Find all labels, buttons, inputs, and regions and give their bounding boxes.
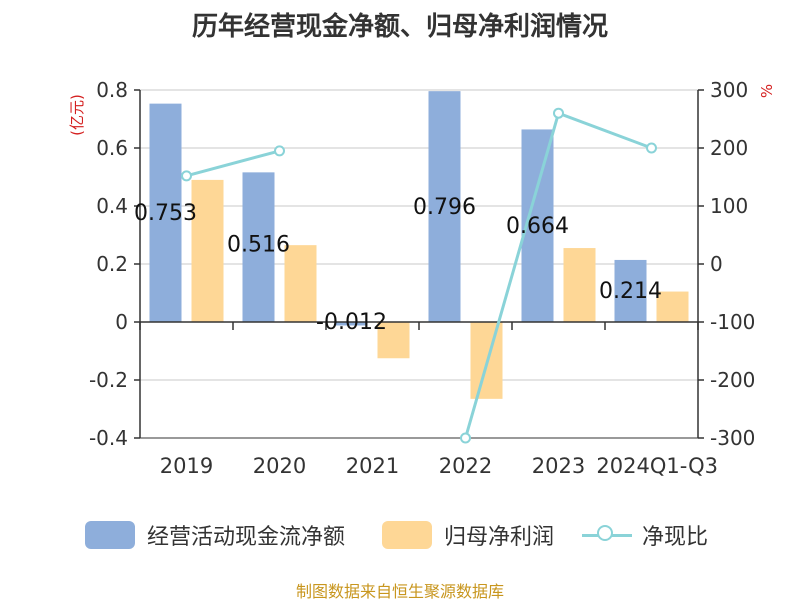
bar-ocf [614, 259, 647, 322]
ratio-point [181, 170, 192, 182]
y-right-tick-label: 0 [710, 252, 723, 276]
ratio-line [186, 149, 280, 178]
y-right-tick-label: 100 [710, 194, 748, 218]
x-tick-label: 2019 [160, 454, 213, 478]
ratio-point [553, 107, 564, 119]
legend-label-profit: 归母净利润 [444, 525, 555, 550]
y-left-tick-label: -0.4 [89, 426, 128, 450]
legend-label-ocf: 经营活动现金流净额 [147, 525, 346, 550]
x-tick-label: 2022 [439, 454, 492, 478]
data-labels: 0.753 0.516 -0.012 0.796 0.664 0.214 [134, 195, 662, 335]
bar-ocf [149, 103, 182, 322]
source-note: 制图数据来自恒生聚源数据库 [295, 582, 504, 601]
y-left-unit-label: (亿元) [68, 94, 86, 136]
bar-profit [563, 248, 596, 322]
y-left-tick-label: 0.2 [96, 252, 128, 276]
axes [134, 89, 704, 439]
y-right-tick-label: 300 [710, 78, 748, 102]
bar-profit [656, 291, 689, 322]
bar-data-label: 0.664 [506, 214, 569, 239]
bar-profit [284, 245, 317, 322]
y-left-tick-label: 0.6 [96, 136, 128, 160]
y-left-tick-label: -0.2 [89, 368, 128, 392]
bar-data-label: 0.753 [134, 201, 197, 226]
ratio-point [274, 145, 285, 157]
bar-data-label: -0.012 [316, 310, 387, 335]
y-left-tick-label: 0 [115, 310, 128, 334]
bar-ocf [335, 322, 368, 326]
x-tick-label: 2024Q1-Q3 [596, 454, 718, 478]
y-left-tick-label: 0.4 [96, 194, 128, 218]
x-tick-label: 2023 [532, 454, 585, 478]
legend-swatch-profit [382, 521, 432, 549]
y-left-tick-label: 0.8 [96, 78, 128, 102]
legend: 经营活动现金流净额 归母净利润 净现比 [0, 517, 800, 553]
y-right-tick-label: 200 [710, 136, 748, 160]
tick-labels: 0.8 0.6 0.4 0.2 0 -0.2 -0.4 300 200 100 0 -100 -200 -… [68, 78, 776, 478]
x-tick-label: 2020 [253, 454, 306, 478]
ratio-point [646, 142, 657, 154]
bar-data-label: 0.516 [227, 233, 290, 258]
y-right-unit-label: % [758, 84, 776, 98]
legend-swatch-ocf [85, 521, 135, 549]
legend-item-profit: 归母净利润 [382, 517, 554, 553]
bar-data-label: 0.214 [599, 279, 662, 304]
bar-data-label: 0.796 [413, 195, 476, 220]
legend-label-ratio: 净现比 [642, 525, 709, 550]
y-right-tick-label: -100 [710, 310, 755, 334]
bar-ocf [428, 91, 461, 322]
bar-profit [191, 179, 224, 322]
bars [149, 91, 689, 399]
chart-title: 历年经营现金净额、归母净利润情况 [191, 12, 608, 42]
y-right-tick-label: -200 [710, 368, 755, 392]
grid-lines [140, 89, 698, 439]
legend-swatch-ratio [582, 521, 632, 549]
ratio-point [460, 432, 471, 444]
legend-item-ocf: 经营活动现金流净额 [85, 517, 345, 553]
x-tick-label: 2021 [346, 454, 399, 478]
ratio-line-group [181, 107, 657, 444]
bar-profit [377, 322, 410, 359]
legend-item-ratio: 净现比 [582, 517, 708, 553]
bar-ocf [242, 172, 275, 322]
y-right-tick-label: -300 [710, 426, 755, 450]
